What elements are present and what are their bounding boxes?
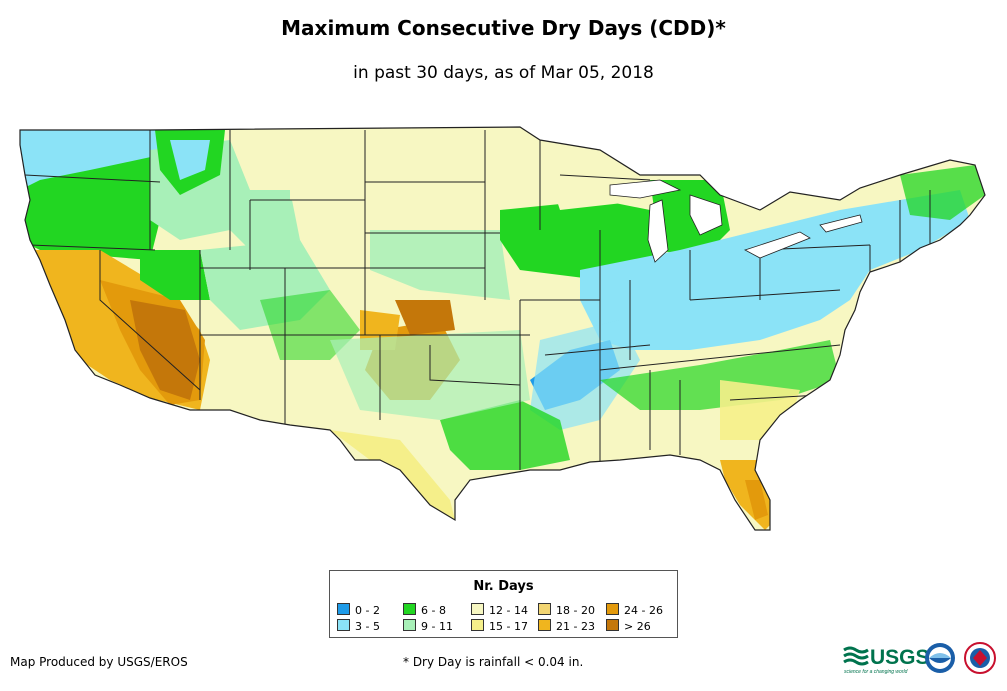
us-outline [19,126,986,531]
map-subtitle: in past 30 days, as of Mar 05, 2018 [353,63,654,83]
credit-text: Map Produced by USGS/EROS [10,655,188,669]
legend-item-12-14: 12 - 14 [471,603,528,617]
legend-swatch [471,619,484,631]
legend-item-15-17: 15 - 17 [471,619,528,633]
great-lakes [609,179,863,263]
legend-swatch [337,603,350,615]
legend-item-18-20: 18 - 20 [538,603,595,617]
legend-swatch [538,619,551,631]
legend: Nr. Days 0 - 2 3 - 5 6 - 8 9 - 11 12 - 1… [329,570,678,638]
legend-item-6-8: 6 - 8 [403,603,446,617]
legend-swatch [337,619,350,631]
legend-item-3-5: 3 - 5 [337,619,380,633]
svg-text:science for a changing world: science for a changing world [844,669,908,675]
legend-swatch [403,619,416,631]
legend-swatch [403,603,416,615]
nws-logo [964,642,996,674]
us-dry-days-map [19,126,986,531]
legend-swatch [606,603,619,615]
state-borders [24,130,931,470]
legend-item-9-11: 9 - 11 [403,619,453,633]
svg-text:USGS: USGS [870,646,930,669]
legend-swatch [471,603,484,615]
legend-item-over-26: > 26 [606,619,651,633]
legend-swatch [606,619,619,631]
legend-item-21-23: 21 - 23 [538,619,595,633]
map-title: Maximum Consecutive Dry Days (CDD)* [281,16,726,40]
legend-swatch [538,603,551,615]
legend-item-0-2: 0 - 2 [337,603,380,617]
noaa-logo [925,643,955,673]
agency-logos: USGS science for a changing world [843,642,996,675]
legend-title: Nr. Days [473,579,534,594]
dry-day-note: * Dry Day is rainfall < 0.04 in. [403,655,584,669]
usgs-logo: USGS science for a changing world [843,646,930,675]
map-fill [20,127,985,530]
legend-item-24-26: 24 - 26 [606,603,663,617]
